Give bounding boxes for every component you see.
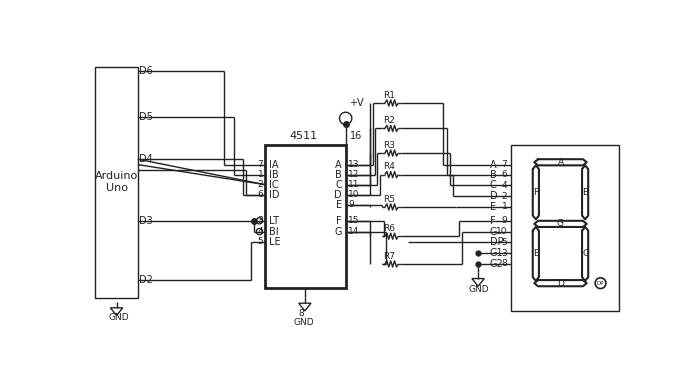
Text: 9: 9 bbox=[348, 200, 354, 209]
Text: 3: 3 bbox=[502, 249, 508, 257]
Text: R7: R7 bbox=[384, 252, 395, 261]
Text: DP: DP bbox=[597, 280, 604, 286]
Text: R4: R4 bbox=[384, 162, 395, 172]
Text: 6: 6 bbox=[258, 190, 263, 199]
Text: D4: D4 bbox=[139, 154, 153, 164]
Polygon shape bbox=[299, 303, 311, 311]
Text: D: D bbox=[557, 279, 564, 288]
Text: C: C bbox=[582, 250, 588, 258]
Text: G2: G2 bbox=[490, 259, 503, 269]
Text: F: F bbox=[533, 188, 538, 197]
Text: IA: IA bbox=[269, 159, 278, 170]
Text: 5: 5 bbox=[258, 237, 263, 246]
Text: 13: 13 bbox=[348, 160, 360, 169]
Text: 12: 12 bbox=[348, 170, 359, 179]
Text: 7: 7 bbox=[502, 160, 508, 169]
Text: D: D bbox=[490, 191, 497, 201]
Text: 11: 11 bbox=[348, 180, 360, 189]
Text: 10: 10 bbox=[348, 190, 360, 199]
Text: 3: 3 bbox=[258, 216, 263, 225]
Text: R1: R1 bbox=[384, 91, 395, 100]
Text: 2: 2 bbox=[258, 180, 263, 189]
Text: GND: GND bbox=[469, 285, 489, 294]
Text: 14: 14 bbox=[348, 227, 359, 236]
Text: D6: D6 bbox=[139, 66, 153, 76]
Text: D2: D2 bbox=[139, 275, 153, 285]
Text: LE: LE bbox=[269, 237, 280, 247]
Text: LT: LT bbox=[269, 216, 279, 226]
Text: 1: 1 bbox=[502, 202, 508, 211]
Text: 2: 2 bbox=[502, 192, 508, 201]
Text: GND: GND bbox=[293, 318, 314, 327]
Text: R5: R5 bbox=[384, 195, 395, 204]
Text: Arduino: Arduino bbox=[95, 171, 138, 181]
Text: B: B bbox=[582, 188, 588, 197]
Text: A: A bbox=[490, 159, 496, 170]
Text: 6: 6 bbox=[502, 170, 508, 179]
Text: B: B bbox=[335, 170, 342, 179]
Text: G: G bbox=[490, 227, 497, 237]
Text: D: D bbox=[334, 190, 342, 199]
Text: A: A bbox=[557, 158, 564, 167]
Text: G: G bbox=[557, 219, 564, 228]
Text: D5: D5 bbox=[139, 112, 153, 122]
Text: 1: 1 bbox=[258, 170, 263, 179]
Text: R3: R3 bbox=[384, 141, 395, 150]
Text: E: E bbox=[490, 202, 496, 212]
Text: C: C bbox=[490, 180, 496, 190]
Text: F: F bbox=[336, 216, 342, 226]
Text: 8: 8 bbox=[299, 309, 304, 318]
Text: 15: 15 bbox=[348, 216, 360, 225]
Text: 4: 4 bbox=[258, 227, 263, 236]
Text: C: C bbox=[335, 179, 342, 190]
Polygon shape bbox=[111, 308, 122, 316]
Bar bbox=[265, 146, 346, 288]
Text: B: B bbox=[490, 170, 496, 179]
Text: D3: D3 bbox=[139, 216, 153, 226]
Text: 9: 9 bbox=[502, 216, 508, 225]
Text: Uno: Uno bbox=[106, 184, 127, 193]
Text: R2: R2 bbox=[384, 116, 395, 125]
Text: G: G bbox=[335, 227, 342, 237]
Text: IB: IB bbox=[269, 170, 279, 179]
Text: 10: 10 bbox=[496, 227, 508, 236]
Text: DP: DP bbox=[490, 238, 503, 247]
Text: R6: R6 bbox=[384, 224, 395, 233]
Polygon shape bbox=[472, 279, 484, 286]
Text: 4511: 4511 bbox=[290, 131, 318, 141]
Text: BI: BI bbox=[269, 227, 279, 237]
Text: 4: 4 bbox=[502, 181, 508, 190]
Text: G1: G1 bbox=[490, 248, 503, 258]
Text: +V: +V bbox=[349, 98, 363, 108]
Bar bbox=[95, 67, 138, 298]
Text: A: A bbox=[335, 159, 342, 170]
Text: 8: 8 bbox=[502, 259, 508, 268]
Bar bbox=[511, 146, 619, 311]
Text: F: F bbox=[490, 216, 496, 226]
Text: 5: 5 bbox=[502, 238, 508, 247]
Text: 7: 7 bbox=[258, 160, 263, 169]
Text: E: E bbox=[336, 200, 342, 210]
Text: E: E bbox=[533, 250, 539, 258]
Text: IC: IC bbox=[269, 179, 279, 190]
Text: ID: ID bbox=[269, 190, 279, 199]
Text: GND: GND bbox=[109, 313, 130, 322]
Text: 16: 16 bbox=[349, 131, 362, 141]
